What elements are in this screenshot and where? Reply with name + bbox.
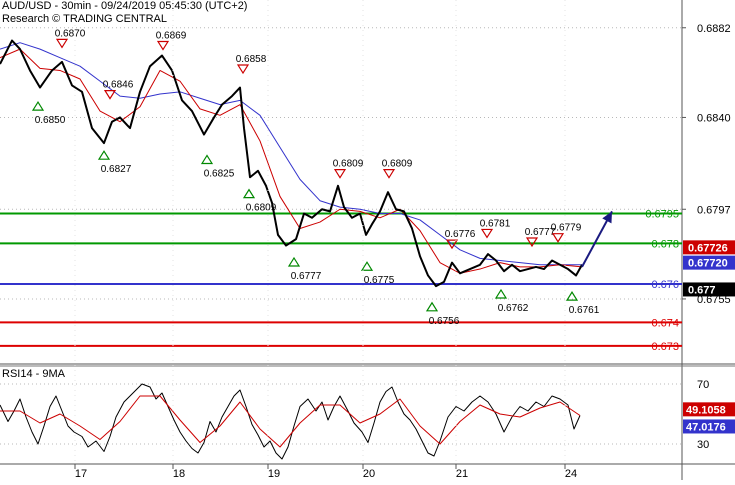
x-tick-label: 21 <box>456 468 468 480</box>
chart-subtitle: Research © TRADING CENTRAL <box>2 13 167 25</box>
swing-high-label: 0.6846 <box>103 80 134 91</box>
swing-marker: 0.6756 <box>425 301 460 327</box>
swing-marker: 0.6809 <box>242 188 277 214</box>
swing-high-label: 0.6809 <box>333 159 364 170</box>
swing-marker: 0.6781 <box>480 218 511 239</box>
swing-marker: 0.6870 <box>55 28 86 49</box>
swing-high-label: 0.6809 <box>382 159 413 170</box>
swing-marker: 0.6846 <box>103 80 134 100</box>
price-tag-bg <box>683 255 735 270</box>
level-label: 0.676 <box>651 279 679 291</box>
x-tick-label: 24 <box>565 468 577 480</box>
level-label: 0.6795 <box>645 209 679 221</box>
price-tag-label: 0.67720 <box>688 258 728 270</box>
swing-marker: 0.6825 <box>200 154 235 179</box>
swing-marker: 0.6809 <box>333 159 364 179</box>
level-label: 0.673 <box>651 341 679 353</box>
swing-low-marker <box>97 150 111 160</box>
rsi-value-tag-bg <box>683 402 735 417</box>
swing-marker: 0.6827 <box>97 150 132 175</box>
ma-fast-line <box>0 48 583 274</box>
rsi-value-tag-bg <box>683 419 735 434</box>
swing-low-marker <box>360 261 374 271</box>
level-label: 0.674 <box>651 317 679 329</box>
swing-low-marker <box>242 188 256 199</box>
x-tick-label: 20 <box>363 468 375 480</box>
swing-marker: 0.6850 <box>31 100 66 126</box>
price-tag-label: 0.67726 <box>688 242 728 254</box>
swing-high-marker <box>333 169 347 179</box>
rsi-tick-label: 70 <box>697 379 709 391</box>
swing-high-label: 0.6858 <box>236 54 267 65</box>
price-panel-bg <box>0 0 682 363</box>
x-tick-label: 19 <box>268 468 280 480</box>
x-tick-label: 17 <box>75 468 87 480</box>
rsi-value-tag-label: 47.0176 <box>686 421 726 433</box>
x-tick-label: 18 <box>173 468 185 480</box>
price-tag-bg <box>683 282 735 297</box>
price-tag-bg <box>683 240 735 255</box>
swing-low-label: 0.6762 <box>498 303 529 314</box>
swing-marker: 0.6779 <box>551 223 582 243</box>
swing-marker: 0.6809 <box>382 159 413 179</box>
swing-high-label: 0.6781 <box>480 218 511 229</box>
swing-low-marker <box>200 154 214 165</box>
rsi-value-tag-label: 49.1058 <box>686 404 726 416</box>
chart-title: AUD/USD - 30min - 09/24/2019 05:45:30 (U… <box>2 0 248 12</box>
rsi-ma-line <box>0 395 581 448</box>
swing-marker: 0.6869 <box>156 31 187 51</box>
swing-marker: 0.6762 <box>494 288 529 314</box>
y-tick-label: 0.6840 <box>697 112 731 124</box>
swing-low-marker <box>287 256 301 267</box>
swing-high-label: 0.6779 <box>551 223 582 234</box>
swing-marker: 0.6776 <box>445 229 476 250</box>
swing-marker: 0.6777 <box>525 227 556 248</box>
swing-high-marker <box>55 38 69 49</box>
swing-marker: 0.6761 <box>565 290 600 316</box>
swing-high-marker <box>103 90 117 100</box>
swing-high-label: 0.6869 <box>156 31 187 42</box>
projection-arrow-head <box>602 211 612 224</box>
price-tag-label: 0.677 <box>688 284 716 296</box>
swing-high-marker <box>382 169 396 179</box>
swing-marker: 0.6777 <box>287 256 322 282</box>
y-tick-label: 0.6755 <box>697 294 731 306</box>
swing-low-label: 0.6850 <box>35 115 66 126</box>
swing-high-marker <box>525 237 539 248</box>
rsi-title: RSI14 - 9MA <box>2 368 66 380</box>
swing-low-marker <box>425 301 439 312</box>
swing-high-label: 0.6870 <box>55 28 86 39</box>
y-tick-label: 0.6882 <box>697 23 731 35</box>
swing-high-marker <box>480 228 494 239</box>
swing-low-marker <box>565 290 579 301</box>
swing-high-marker <box>156 40 170 51</box>
swing-marker: 0.6775 <box>360 261 395 286</box>
price-line <box>0 39 583 288</box>
swing-high-marker <box>236 64 250 75</box>
swing-low-label: 0.6809 <box>246 203 277 214</box>
swing-high-label: 0.6777 <box>525 227 556 238</box>
rsi-tick-label: 30 <box>697 439 709 451</box>
rsi-line <box>0 383 581 460</box>
swing-low-label: 0.6825 <box>204 168 235 179</box>
swing-low-label: 0.6775 <box>364 275 395 286</box>
y-tick-label: 0.6797 <box>697 204 731 216</box>
swing-high-label: 0.6776 <box>445 229 476 240</box>
swing-low-label: 0.6827 <box>101 164 132 175</box>
swing-low-marker <box>31 100 45 111</box>
swing-low-label: 0.6761 <box>569 305 600 316</box>
level-label: 0.678 <box>651 238 679 250</box>
swing-low-marker <box>494 288 508 299</box>
swing-marker: 0.6858 <box>236 54 267 75</box>
swing-low-label: 0.6756 <box>429 316 460 327</box>
swing-high-marker <box>445 239 459 250</box>
swing-high-marker <box>551 233 565 243</box>
swing-low-label: 0.6777 <box>291 271 322 282</box>
